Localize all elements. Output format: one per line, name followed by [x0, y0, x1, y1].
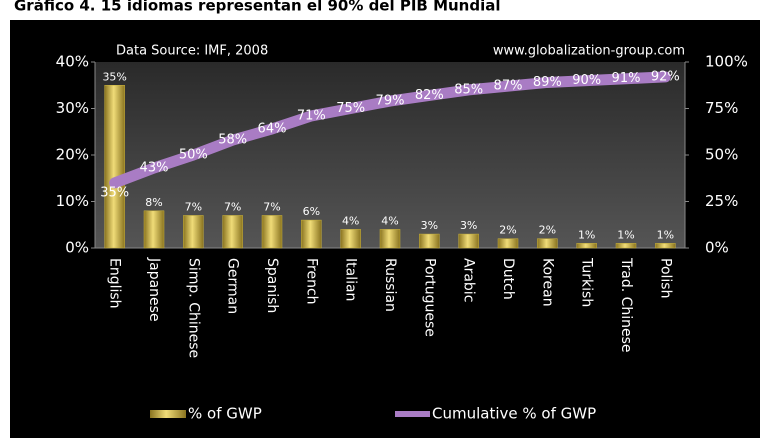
- x-tick-label: German: [225, 258, 241, 314]
- x-tick-label: Dutch: [500, 258, 516, 300]
- y2-tick-label: 75%: [705, 99, 738, 117]
- line-value-label: 75%: [336, 101, 365, 116]
- x-tick-label: Polish: [657, 258, 673, 298]
- bar-value-label: 4%: [381, 214, 398, 227]
- legend-swatch: [150, 410, 186, 418]
- bar: [537, 238, 558, 249]
- x-tick-label: Portuguese: [421, 258, 437, 337]
- x-tick-label: Korean: [539, 258, 555, 307]
- bar: [183, 215, 204, 249]
- bar-value-label: 7%: [263, 200, 280, 213]
- x-tick-label: English: [107, 258, 123, 309]
- bar-value-label: 3%: [460, 219, 477, 232]
- bar: [497, 238, 519, 249]
- y2-tick-label: 100%: [705, 53, 748, 71]
- x-tick-label: Italian: [343, 258, 359, 301]
- legend-label: % of GWP: [188, 405, 262, 423]
- bar: [340, 229, 361, 249]
- bar: [419, 233, 440, 249]
- line-value-label: 58%: [218, 133, 247, 148]
- bar-value-label: 35%: [102, 70, 126, 83]
- bar-value-label: 7%: [224, 200, 241, 213]
- bar: [261, 215, 283, 249]
- bar: [104, 85, 125, 249]
- bar-value-label: 6%: [303, 205, 320, 218]
- line-value-label: 85%: [454, 82, 483, 97]
- x-tick-label: Russian: [382, 258, 398, 312]
- bar-value-label: 7%: [185, 200, 202, 213]
- y2-tick-label: 0%: [705, 239, 729, 257]
- bar-value-label: 3%: [421, 219, 438, 232]
- line-value-label: 50%: [179, 148, 208, 163]
- bar: [458, 233, 479, 249]
- line-value-label: 35%: [100, 185, 129, 200]
- chart-title: Gráfico 4. 15 idiomas representan el 90%…: [14, 0, 501, 15]
- line-value-label: 91%: [612, 71, 641, 86]
- cumulative-line: [109, 71, 671, 189]
- line-value-label: 79%: [376, 94, 405, 109]
- line-value-label: 90%: [572, 73, 601, 88]
- bar-value-label: 1%: [578, 228, 595, 241]
- y2-tick-label: 25%: [705, 192, 738, 210]
- y-tick-label: 0%: [65, 239, 89, 257]
- y2-tick-label: 50%: [705, 146, 738, 164]
- bar: [615, 243, 637, 249]
- line-value-label: 89%: [533, 75, 562, 90]
- x-tick-label: French: [303, 258, 319, 305]
- bar: [379, 229, 401, 249]
- x-tick-label: Turkish: [579, 257, 595, 307]
- x-tick-label: Japanese: [146, 257, 162, 322]
- line-value-label: 87%: [494, 79, 523, 94]
- line-value-label: 64%: [258, 121, 287, 136]
- bar: [143, 210, 165, 249]
- y-tick-label: 10%: [56, 192, 89, 210]
- bar-value-label: 2%: [499, 224, 516, 237]
- bar-value-label: 4%: [342, 214, 359, 227]
- bar: [655, 243, 676, 249]
- line-value-label: 92%: [651, 69, 680, 84]
- legend-label: Cumulative % of GWP: [432, 405, 596, 423]
- y-tick-label: 30%: [56, 99, 89, 117]
- bar-value-label: 2%: [539, 224, 556, 237]
- bar-value-label: 8%: [145, 196, 162, 209]
- y-tick-label: 20%: [56, 146, 89, 164]
- bar: [222, 215, 243, 249]
- x-tick-label: Spanish: [264, 258, 280, 313]
- line-value-label: 43%: [140, 161, 169, 176]
- source-note: Data Source: IMF, 2008: [116, 44, 268, 59]
- x-tick-label: Simp. Chinese: [185, 258, 201, 358]
- bar: [576, 243, 597, 249]
- x-tick-label: Arabic: [461, 258, 477, 302]
- bar-value-label: 1%: [657, 228, 674, 241]
- bar-value-label: 1%: [617, 228, 634, 241]
- line-value-label: 71%: [297, 108, 326, 123]
- line-value-label: 82%: [415, 88, 444, 103]
- x-tick-label: Trad. Chinese: [618, 257, 634, 353]
- bar: [301, 219, 322, 249]
- website-note: www.globalization-group.com: [493, 44, 685, 59]
- y-tick-label: 40%: [56, 53, 89, 71]
